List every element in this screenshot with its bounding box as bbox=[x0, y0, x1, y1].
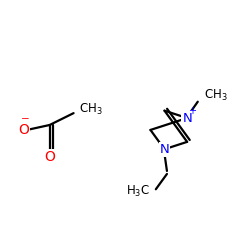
Text: −: − bbox=[21, 114, 30, 124]
Text: N: N bbox=[182, 112, 192, 124]
Text: H$_3$C: H$_3$C bbox=[126, 184, 150, 199]
Text: O: O bbox=[44, 150, 55, 164]
Text: CH$_3$: CH$_3$ bbox=[204, 88, 228, 103]
Text: CH$_3$: CH$_3$ bbox=[79, 102, 103, 117]
Text: O: O bbox=[18, 123, 29, 137]
Text: +: + bbox=[188, 106, 196, 116]
Text: N: N bbox=[160, 143, 169, 156]
